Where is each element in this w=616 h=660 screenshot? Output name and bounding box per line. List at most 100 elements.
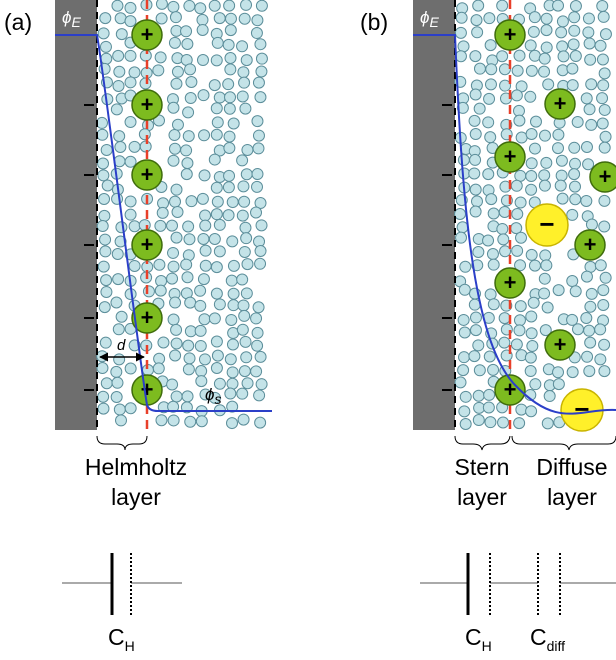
capacitor-label: Cdiff (530, 624, 565, 654)
solvent-molecule (238, 300, 249, 311)
solvent-molecule (225, 354, 236, 365)
solvent-molecule (111, 104, 122, 115)
solvent-molecule (143, 286, 154, 297)
solvent-molecule (114, 131, 125, 142)
solvent-molecule (488, 364, 499, 375)
solvent-molecule (529, 12, 540, 23)
solvent-molecule (242, 144, 253, 155)
solvent-molecule (458, 314, 469, 325)
solvent-molecule (512, 245, 523, 256)
solvent-molecule (140, 141, 151, 152)
solvent-molecule (111, 366, 122, 377)
solvent-molecule (599, 366, 610, 377)
solvent-molecule (183, 340, 194, 351)
solvent-molecule (224, 0, 235, 11)
solvent-molecule (171, 391, 182, 402)
solvent-molecule (512, 65, 523, 76)
solvent-molecule (195, 325, 206, 336)
solvent-molecule (237, 155, 248, 166)
solvent-molecule (224, 170, 235, 181)
solvent-molecule (209, 154, 220, 165)
solvent-molecule (598, 80, 609, 91)
solvent-molecule (570, 158, 581, 169)
solvent-molecule (470, 312, 481, 323)
solvent-molecule (252, 169, 263, 180)
solvent-molecule (241, 169, 252, 180)
solvent-molecule (254, 390, 265, 401)
solvent-molecule (100, 337, 111, 348)
solvent-molecule (553, 379, 564, 390)
solvent-molecule (256, 66, 267, 77)
solvent-molecule (471, 196, 482, 207)
solvent-molecule (586, 119, 597, 130)
solvent-molecule (185, 64, 196, 75)
solvent-molecule (195, 3, 206, 14)
solvent-molecule (458, 154, 469, 165)
solvent-molecule (474, 63, 485, 74)
solvent-molecule (470, 184, 481, 195)
solvent-molecule (255, 417, 266, 428)
solvent-molecule (224, 103, 235, 114)
solvent-molecule (253, 130, 264, 141)
solvent-molecule (156, 0, 167, 9)
solvent-molecule (185, 297, 196, 308)
solvent-molecule (557, 193, 568, 204)
solvent-molecule (499, 313, 510, 324)
solvent-molecule (460, 391, 471, 402)
cation-sign: + (141, 92, 154, 117)
solvent-molecule (525, 91, 536, 102)
solvent-molecule (567, 367, 578, 378)
solvent-molecule (97, 363, 108, 374)
solvent-molecule (113, 80, 124, 91)
solvent-molecule (473, 415, 484, 426)
solvent-molecule (97, 221, 108, 232)
solvent-molecule (168, 247, 179, 258)
brace (455, 436, 510, 450)
solvent-molecule (183, 107, 194, 118)
subscript: H (482, 638, 492, 654)
subscript: E (429, 14, 439, 30)
solvent-molecule (198, 233, 209, 244)
solvent-molecule (225, 64, 236, 75)
solvent-molecule (595, 260, 606, 271)
solvent-molecule (225, 388, 236, 399)
solvent-molecule (583, 13, 594, 24)
solvent-molecule (125, 2, 136, 13)
solvent-molecule (239, 196, 250, 207)
solvent-molecule (97, 117, 108, 128)
solvent-molecule (529, 143, 540, 154)
solvent-molecule (181, 26, 192, 37)
solvent-molecule (197, 14, 208, 25)
brace (512, 436, 616, 450)
solvent-molecule (200, 260, 211, 271)
solvent-molecule (599, 142, 610, 153)
solvent-molecule (512, 209, 523, 220)
solvent-molecule (529, 50, 540, 61)
solvent-molecule (529, 260, 540, 271)
subscript: diff (547, 638, 566, 654)
symbol: ϕ (62, 8, 71, 27)
solvent-molecule (169, 130, 180, 141)
solvent-molecule (209, 313, 220, 324)
solvent-molecule (584, 325, 595, 336)
solvent-molecule (239, 246, 250, 257)
solvent-molecule (237, 91, 248, 102)
solvent-molecule (212, 196, 223, 207)
solvent-molecule (241, 55, 252, 66)
solvent-molecule (456, 12, 467, 23)
solvent-molecule (211, 182, 222, 193)
solvent-molecule (211, 262, 222, 273)
solvent-molecule (255, 39, 266, 50)
solvent-molecule (227, 339, 238, 350)
solvent-molecule (526, 311, 537, 322)
solvent-molecule (530, 379, 541, 390)
solvent-molecule (195, 340, 206, 351)
solvent-molecule (539, 180, 550, 191)
solvent-molecule (458, 365, 469, 376)
solvent-molecule (225, 13, 236, 24)
cation-sign: + (504, 144, 517, 169)
solvent-molecule (155, 285, 166, 296)
solvent-molecule (514, 115, 525, 126)
solvent-molecule (111, 297, 122, 308)
solvent-molecule (556, 170, 567, 181)
